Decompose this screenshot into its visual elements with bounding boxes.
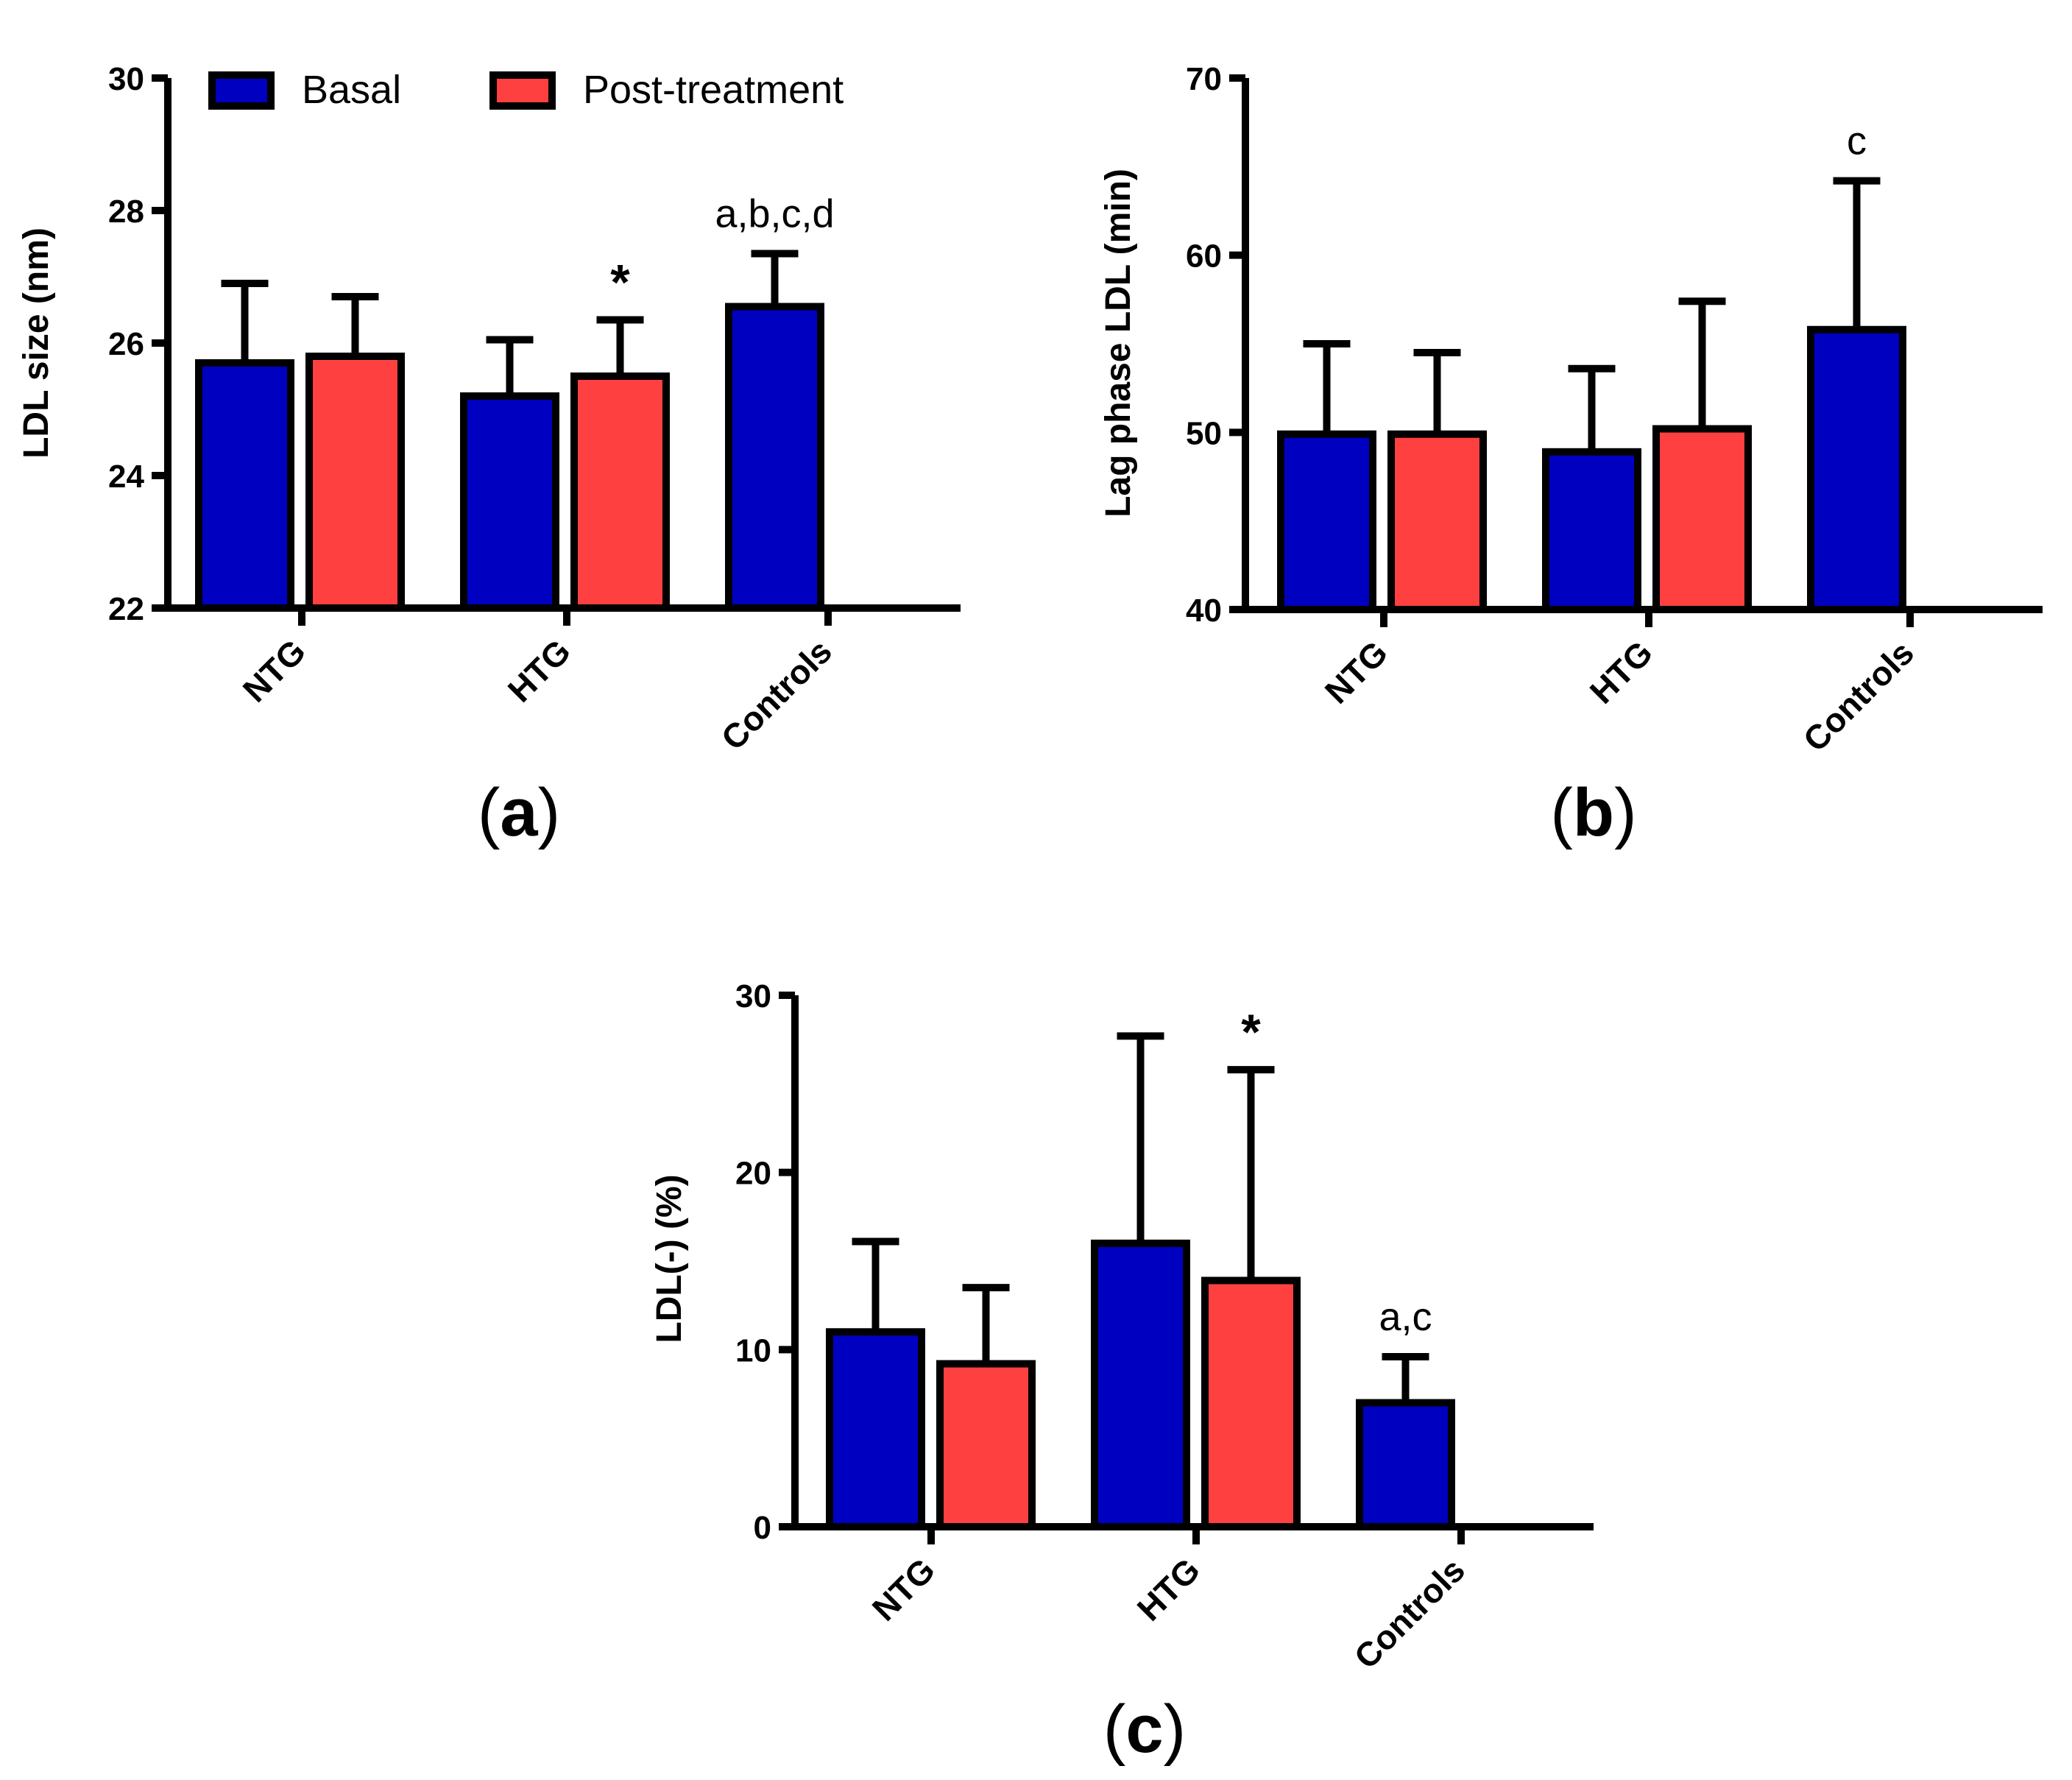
bar-ntg-post-treatment <box>1387 430 1487 613</box>
annotation-controls: c <box>1847 119 1867 163</box>
bar-ntg-post-treatment <box>936 1360 1036 1530</box>
panel-label-open: ( <box>1103 1692 1126 1767</box>
legend-swatch-post-treatment <box>489 71 556 110</box>
bar-htg-post-treatment <box>1201 1276 1301 1531</box>
bar-ntg-basal <box>1277 430 1376 613</box>
y-axis-title: LDL(-) (%) <box>650 1174 689 1343</box>
y-tick-label: 70 <box>1186 61 1222 97</box>
y-tick-label: 40 <box>1186 593 1222 629</box>
bar-htg-basal <box>1091 1239 1190 1531</box>
panel-label: (c) <box>1103 1692 1186 1767</box>
panel-label-close: ) <box>1164 1692 1187 1767</box>
bar-controls-basal <box>725 303 824 612</box>
y-tick-label: 30 <box>735 978 771 1014</box>
panel-label-close: ) <box>1614 775 1637 850</box>
y-tick-label: 30 <box>108 61 144 97</box>
y-axis-title: LDL size (nm) <box>17 227 56 459</box>
y-tick-label: 28 <box>108 194 144 230</box>
y-tick-label: 22 <box>108 591 144 627</box>
y-tick-label: 24 <box>108 459 144 495</box>
annotation-controls: a,c <box>1379 1295 1432 1339</box>
panel-label-letter: a <box>500 775 538 850</box>
bar-htg-basal <box>1542 448 1641 613</box>
panel-label-letter: c <box>1125 1692 1163 1767</box>
panel-label-open: ( <box>1550 775 1573 850</box>
y-tick-label: 50 <box>1186 415 1222 451</box>
bar-htg-basal <box>460 392 559 612</box>
bar-ntg-basal <box>195 359 294 612</box>
bar-ntg-basal <box>826 1328 925 1531</box>
bar-controls-basal <box>1807 325 1906 613</box>
y-tick-label: 20 <box>735 1156 771 1192</box>
panel-label-open: ( <box>478 775 501 850</box>
y-tick-label: 60 <box>1186 239 1222 275</box>
legend-swatch-basal <box>208 71 275 110</box>
annotation-controls: a,b,c,d <box>715 192 834 236</box>
legend-label-post-treatment: Post-treatment <box>583 68 844 112</box>
y-axis-title: Lag phase LDL (min) <box>1099 169 1138 518</box>
panel-label-letter: b <box>1573 775 1614 850</box>
bar-htg-post-treatment <box>1652 425 1752 614</box>
panel-label-close: ) <box>538 775 561 850</box>
annotation-htg: * <box>610 255 630 311</box>
y-tick-label: 26 <box>108 326 144 362</box>
bar-htg-post-treatment <box>570 372 670 612</box>
panel-label: (b) <box>1550 775 1636 850</box>
legend: Basal Post-treatment <box>208 68 844 112</box>
bar-ntg-post-treatment <box>305 353 405 612</box>
bar-controls-basal <box>1356 1399 1455 1530</box>
y-tick-label: 0 <box>754 1510 771 1546</box>
annotation-htg: * <box>1241 1004 1261 1060</box>
y-tick-label: 10 <box>735 1332 771 1368</box>
panel-label: (a) <box>478 775 560 850</box>
legend-label-basal: Basal <box>302 68 401 112</box>
